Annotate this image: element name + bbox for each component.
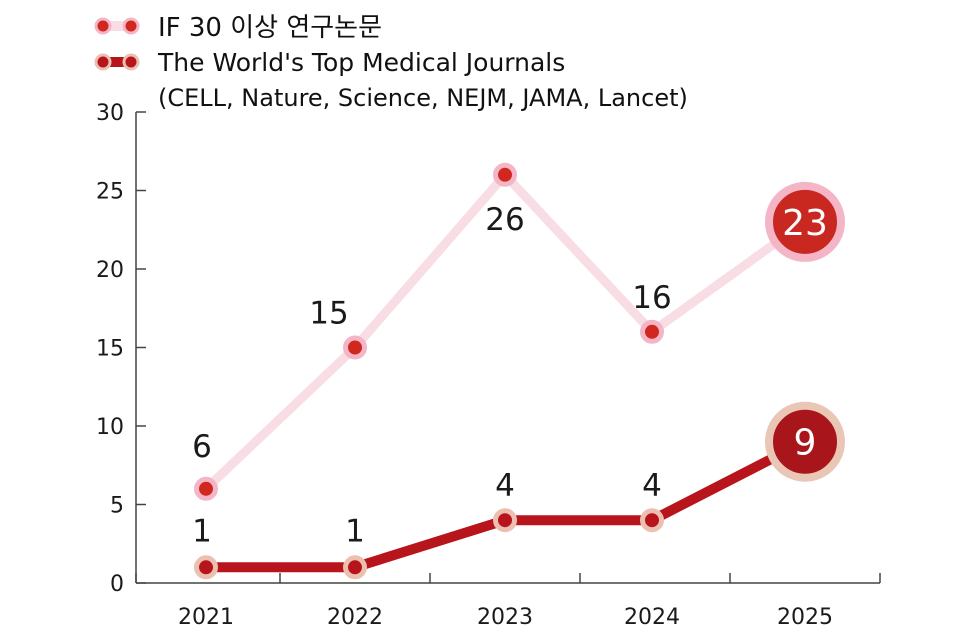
- highlight-marker: [765, 181, 845, 262]
- legend-marker-top-journals-right: [122, 53, 140, 71]
- series-0: 6 15 26 16 23: [192, 162, 845, 501]
- series-line-1: [201, 436, 810, 573]
- data-label: 15: [309, 296, 348, 332]
- x-axis-ticks: 2021 2022 2023 2024 2025: [135, 573, 881, 630]
- data-label: 1: [345, 513, 365, 549]
- y-tick-label: 5: [110, 494, 124, 519]
- data-label: 16: [632, 280, 671, 316]
- series-1: 1 1 4 4 9: [192, 401, 845, 580]
- y-tick-label: 10: [96, 415, 124, 440]
- data-point: [493, 508, 517, 533]
- y-tick-label: 25: [96, 180, 124, 205]
- x-tick-label: 2021: [178, 605, 234, 630]
- x-tick-label: 2022: [327, 605, 383, 630]
- legend-marker-if30-left: [94, 17, 112, 35]
- data-point: [343, 555, 367, 580]
- y-tick-label: 30: [96, 101, 124, 126]
- y-tick-label: 0: [110, 572, 124, 597]
- legend: IF 30 이상 연구논문 The World's Top Medical Jo…: [94, 13, 688, 112]
- data-point: [343, 335, 367, 360]
- data-label: 26: [485, 202, 524, 238]
- legend-entry-if30: IF 30 이상 연구논문: [94, 13, 382, 43]
- data-point: [493, 162, 517, 187]
- y-axis-ticks: 0 5 10 15 20 25 30: [96, 101, 146, 597]
- y-tick-label: 15: [96, 337, 124, 362]
- highlight-value-label: 9: [794, 423, 817, 464]
- data-label: 4: [642, 468, 662, 504]
- data-label: 6: [192, 429, 212, 465]
- legend-marker-top-journals-left: [94, 53, 112, 71]
- legend-label-if30: IF 30 이상 연구논문: [158, 13, 382, 43]
- highlight-marker: [765, 401, 845, 482]
- data-label: 4: [495, 468, 515, 504]
- legend-entry-top-journals: The World's Top Medical Journals (CELL, …: [94, 48, 688, 112]
- highlight-value-label: 23: [782, 203, 828, 244]
- x-tick-label: 2025: [777, 605, 833, 630]
- legend-label-top-journals: The World's Top Medical Journals: [157, 48, 565, 77]
- series-layer: 6 15 26 16 23 1 1 4 4 9: [192, 162, 845, 580]
- data-label: 1: [192, 513, 212, 549]
- data-point: [640, 319, 664, 344]
- x-tick-label: 2024: [624, 605, 680, 630]
- data-point: [194, 555, 218, 580]
- data-point: [194, 476, 218, 501]
- data-point: [640, 508, 664, 533]
- legend-sublabel-top-journals: (CELL, Nature, Science, NEJM, JAMA, Lanc…: [158, 84, 688, 112]
- legend-marker-if30-right: [122, 17, 140, 35]
- y-tick-label: 20: [96, 258, 124, 283]
- x-tick-label: 2023: [477, 605, 533, 630]
